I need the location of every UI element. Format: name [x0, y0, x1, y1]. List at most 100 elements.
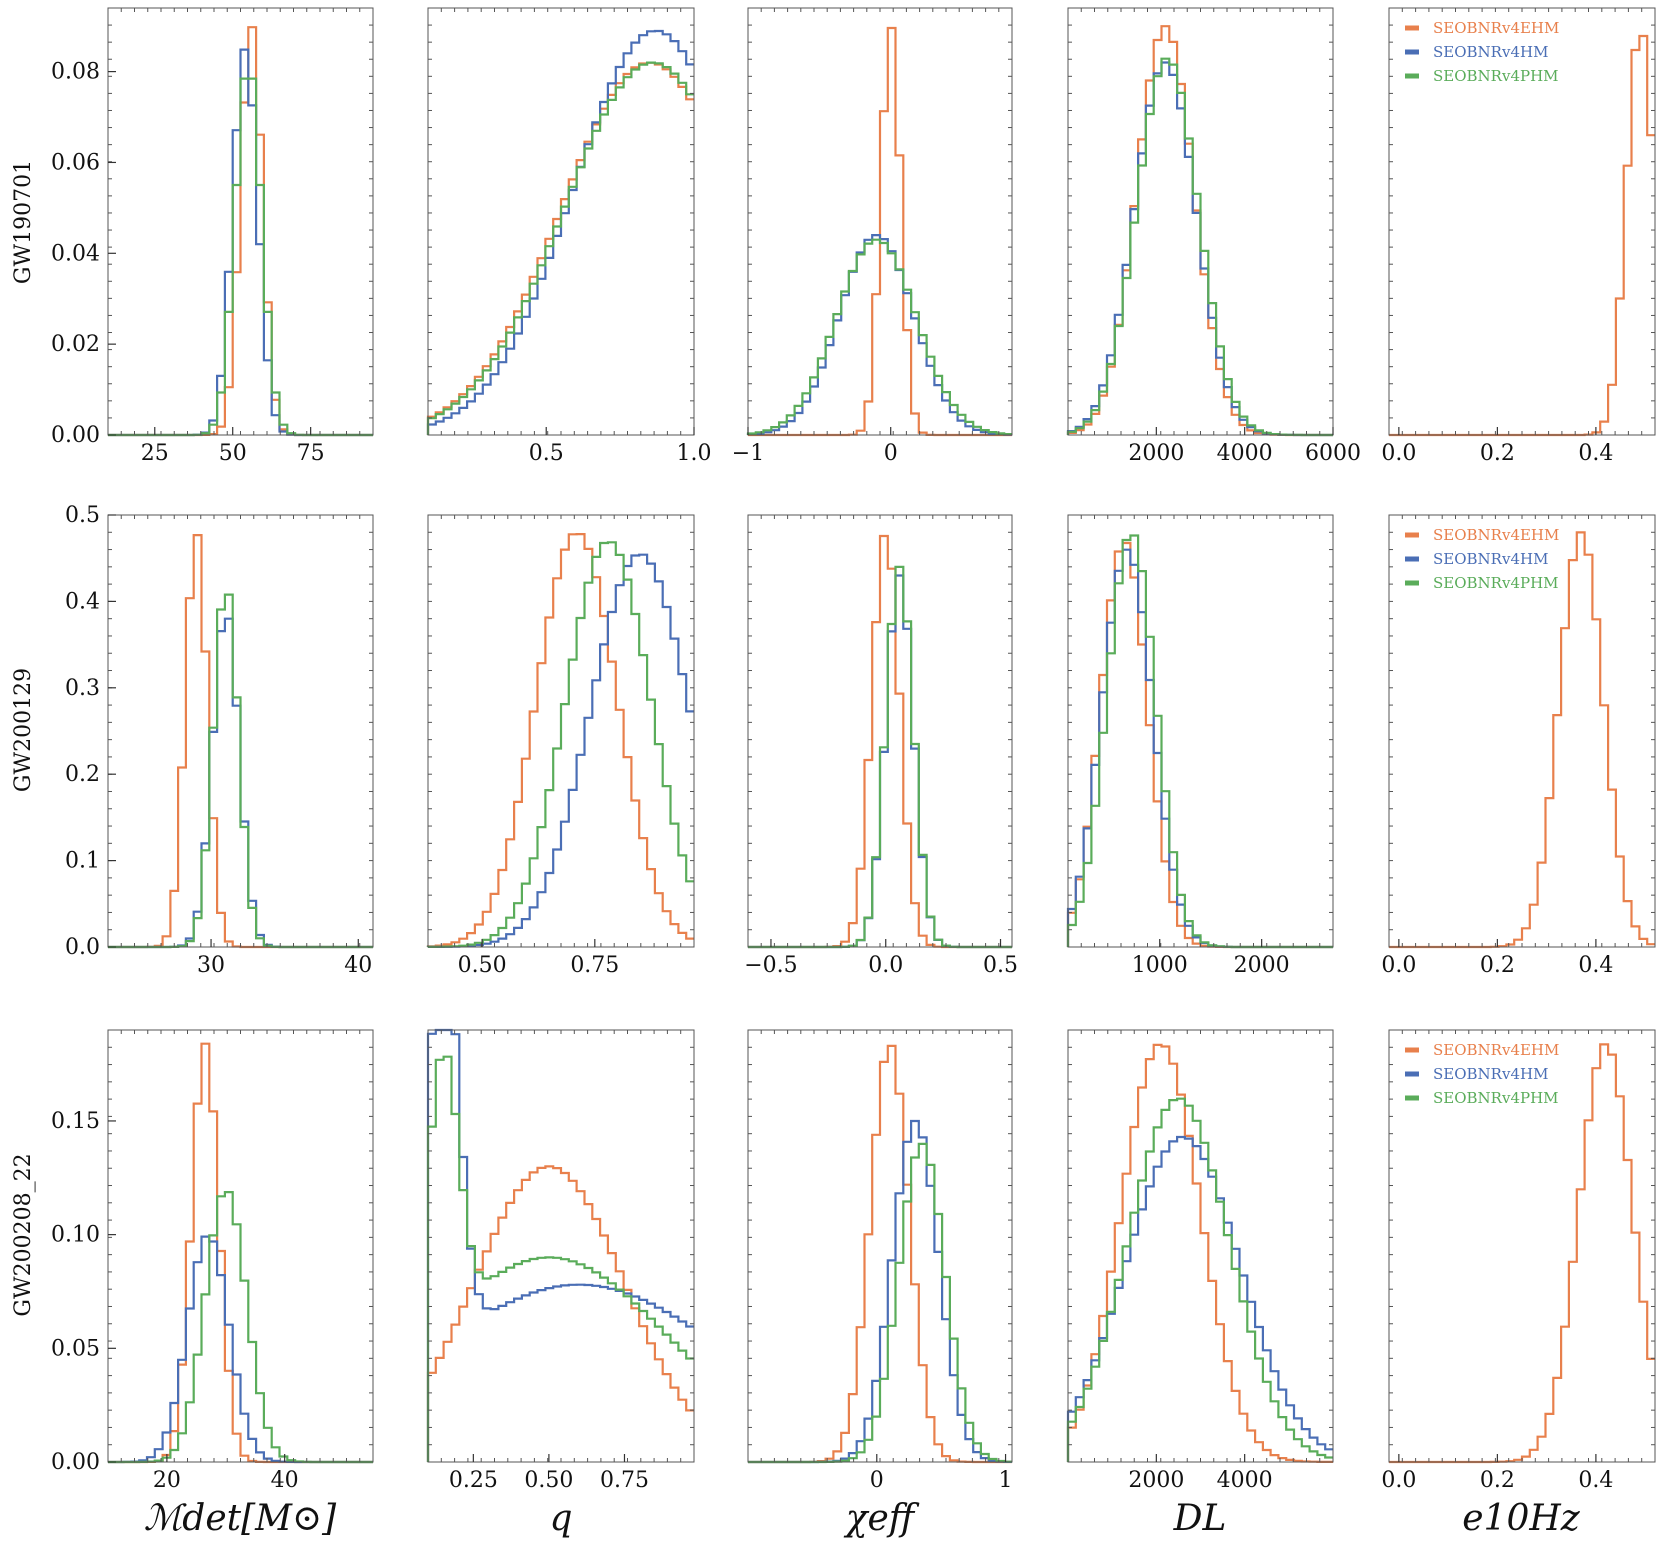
y-tick-label: 0.00	[51, 423, 100, 448]
x-tick-label: 0.5	[529, 441, 564, 466]
hist-seobnrv4phm	[108, 1191, 373, 1464]
legend-label: SEOBNRv4EHM	[1433, 1041, 1559, 1059]
x-tick-label: 6000	[1305, 441, 1361, 466]
y-tick-label: 0.06	[51, 150, 100, 175]
hist-seobnrv4phm	[1066, 1097, 1333, 1462]
hist-seobnrv4ehm	[1389, 1043, 1655, 1464]
x-tick-label: 2000	[1234, 953, 1290, 978]
y-tick-label: 0.5	[65, 503, 100, 528]
x-tick-label: 0.50	[458, 953, 507, 978]
hist-seobnrv4hm	[746, 234, 1012, 436]
panel-gw200129-mdet: 30 40 0.0 0.1 0.2 0.3 0.4 0.5	[65, 503, 374, 978]
y-tick-label: 0.04	[51, 241, 100, 266]
x-tick-label: 0.2	[1480, 441, 1515, 466]
hist-seobnrv4phm	[746, 238, 1012, 436]
x-tick-label: 50	[219, 441, 247, 466]
panels-group: 25 50 750.000.020.040.060.080.5 1.0 −1 0 2000 4…	[51, 7, 1656, 1493]
y-tick-label: 0.02	[51, 332, 100, 357]
x-tick-label: 4000	[1217, 441, 1273, 466]
x-tick-label: 20	[153, 1468, 181, 1493]
hist-seobnrv4ehm	[1389, 34, 1655, 437]
hist-seobnrv4phm	[1066, 57, 1333, 437]
panel-gw200208_22-dl: 2000 4000	[1066, 1029, 1334, 1493]
hist-seobnrv4phm	[1066, 534, 1333, 949]
xlabel-chirp-mass: ℳdet[M⊙]	[144, 1498, 337, 1539]
hist-seobnrv4ehm	[426, 533, 694, 948]
x-tick-label: 0.50	[524, 1468, 573, 1493]
panel-gw200208_22-q: 0.25 0.50 0.75	[426, 1028, 695, 1493]
row-label-gw190701: GW190701	[11, 160, 36, 284]
hist-seobnrv4phm	[748, 565, 1012, 949]
row-label-gw200129: GW200129	[11, 668, 36, 792]
x-tick-label: 0.4	[1578, 953, 1613, 978]
x-tick-label: 2000	[1128, 441, 1184, 466]
axes-frame	[1067, 1029, 1334, 1463]
x-tick-label: 1	[999, 1468, 1013, 1493]
xlabel-luminosity-distance: DL	[1173, 1498, 1227, 1539]
y-tick-label: 0.05	[51, 1336, 100, 1361]
hist-seobnrv4phm	[108, 593, 373, 949]
xlabel-chi-eff: χeff	[843, 1498, 920, 1539]
y-tick-label: 0.1	[65, 849, 100, 874]
legend: SEOBNRv4EHM SEOBNRv4HM SEOBNRv4PHM	[1405, 1041, 1559, 1107]
panel-gw190701-mdet: 25 50 75 0.00 0.02 0.04 0.06 0.08	[51, 7, 374, 466]
panel-gw200129-dl: 1000 2000	[1066, 514, 1334, 978]
panel-gw200129-q: 0.50 0.75	[426, 514, 695, 978]
y-tick-label: 0.4	[65, 589, 100, 614]
panel-gw190701-e10hz: 0.0 0.2 0.4 SEOBNRv4EHM SEOBNRv4HM SEOBNRv4PH…	[1381, 7, 1656, 466]
x-tick-label: 0.75	[600, 1468, 649, 1493]
y-tick-label: 0.08	[51, 60, 100, 85]
row-label-gw200208-22: GW200208_22	[11, 1153, 36, 1316]
panel-gw200208_22-mdet: 20 40 0.00 0.05 0.10 0.15	[51, 1029, 374, 1493]
legend-label: SEOBNRv4PHM	[1433, 67, 1559, 85]
hist-seobnrv4ehm	[1389, 531, 1655, 949]
xlabel-mass-ratio: q	[549, 1498, 572, 1539]
hist-seobnrv4hm	[1066, 1135, 1333, 1462]
legend-label: SEOBNRv4PHM	[1433, 574, 1559, 592]
x-tick-label: 1.0	[677, 441, 712, 466]
legend-label: SEOBNRv4HM	[1433, 1065, 1548, 1083]
legend-label: SEOBNRv4HM	[1433, 43, 1548, 61]
x-tick-label: 0.0	[1381, 1468, 1416, 1493]
legend: SEOBNRv4EHM SEOBNRv4HM SEOBNRv4PHM	[1405, 19, 1559, 85]
y-tick-label: 0.15	[51, 1109, 100, 1134]
legend: SEOBNRv4EHM SEOBNRv4HM SEOBNRv4PHM	[1405, 526, 1559, 592]
x-tick-label: 40	[344, 953, 372, 978]
hist-seobnrv4ehm	[748, 26, 1012, 437]
x-tick-label: 0	[870, 1468, 884, 1493]
panel-gw190701-dl: 2000 4000 6000	[1066, 7, 1361, 466]
x-tick-label: −1	[732, 441, 764, 466]
panel-gw200129-chi_eff: −0.5 0.0 0.5	[744, 514, 1018, 978]
x-tick-label: 2000	[1128, 1468, 1184, 1493]
y-tick-label: 0.2	[65, 762, 100, 787]
hist-seobnrv4ehm	[426, 61, 694, 435]
hist-seobnrv4ehm	[1066, 541, 1333, 949]
panel-gw200208_22-e10hz: 0.0 0.2 0.4 SEOBNRv4EHM SEOBNRv4HM SEOBNRv4PH…	[1381, 1029, 1656, 1493]
x-tick-label: 0.0	[1381, 441, 1416, 466]
hist-seobnrv4phm	[426, 61, 694, 435]
x-tick-label: 0.4	[1578, 441, 1613, 466]
x-tick-label: 0.0	[868, 953, 903, 978]
x-tick-label: 0.2	[1480, 1468, 1515, 1493]
x-tick-label: 1000	[1132, 953, 1188, 978]
y-tick-label: 0.3	[65, 676, 100, 701]
y-tick-label: 0.0	[65, 935, 100, 960]
hist-seobnrv4ehm	[748, 534, 1012, 949]
x-tick-label: 40	[271, 1468, 299, 1493]
x-tick-label: 75	[297, 441, 325, 466]
xlabel-eccentricity: e10Hz	[1462, 1498, 1581, 1539]
y-tick-label: 0.10	[51, 1223, 100, 1248]
x-tick-label: 0.0	[1381, 953, 1416, 978]
hist-seobnrv4hm	[426, 29, 694, 435]
x-tick-label: 0.25	[449, 1468, 498, 1493]
x-tick-label: 30	[197, 953, 225, 978]
hist-seobnrv4ehm	[426, 1165, 694, 1462]
x-tick-label: 0.4	[1578, 1468, 1613, 1493]
legend-label: SEOBNRv4PHM	[1433, 1089, 1559, 1107]
x-tick-label: 0.5	[983, 953, 1018, 978]
x-tick-label: 4000	[1217, 1468, 1273, 1493]
x-tick-label: 0.75	[570, 953, 619, 978]
legend-label: SEOBNRv4EHM	[1433, 526, 1559, 544]
